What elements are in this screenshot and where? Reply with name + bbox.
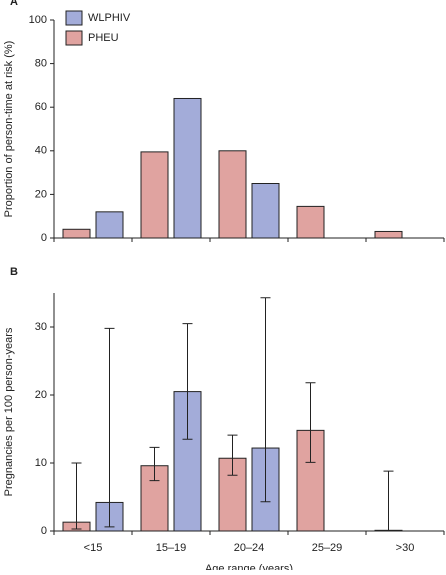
x-tick-label: 15–19 (156, 542, 187, 554)
x-axis-label: Age range (years) (205, 563, 293, 570)
panel-label: B (10, 266, 18, 278)
error-bar (260, 297, 271, 503)
y-tick-label: 0 (41, 232, 47, 244)
bar (95, 211, 124, 239)
y-tick-label: 100 (29, 14, 47, 26)
bar (251, 183, 280, 239)
error-bar (227, 434, 238, 476)
error-bar (182, 323, 193, 440)
error-bar (383, 470, 394, 532)
y-tick-label: 0 (41, 525, 47, 537)
error-bar (305, 382, 316, 463)
bar (296, 205, 325, 239)
y-axis-label: Proportion of person-time at risk (%) (3, 41, 15, 218)
y-tick-label: 20 (35, 389, 47, 401)
bar (173, 97, 202, 239)
y-axis-label: Pregnancies per 100 person-years (3, 327, 15, 496)
y-tick-label: 30 (35, 321, 47, 333)
x-tick-label: 20–24 (234, 542, 265, 554)
y-tick-label: 20 (35, 188, 47, 200)
legend-swatch (65, 30, 83, 46)
error-bar (71, 462, 82, 530)
y-tick-label: 40 (35, 145, 47, 157)
legend-swatch (65, 10, 83, 26)
x-tick-label: 25–29 (312, 542, 343, 554)
x-tick-label: >30 (396, 542, 415, 554)
legend-label: PHEU (88, 32, 119, 44)
x-tick-label: <15 (84, 542, 103, 554)
bar (218, 150, 247, 239)
y-tick-label: 80 (35, 58, 47, 70)
legend-label: WLPHIV (88, 12, 131, 24)
y-tick-label: 10 (35, 457, 47, 469)
y-tick-label: 60 (35, 101, 47, 113)
bar (140, 151, 169, 239)
error-bar (149, 446, 160, 482)
panel-label: A (10, 0, 18, 8)
error-bar (104, 327, 115, 528)
bar (374, 230, 403, 239)
bar (62, 228, 91, 239)
